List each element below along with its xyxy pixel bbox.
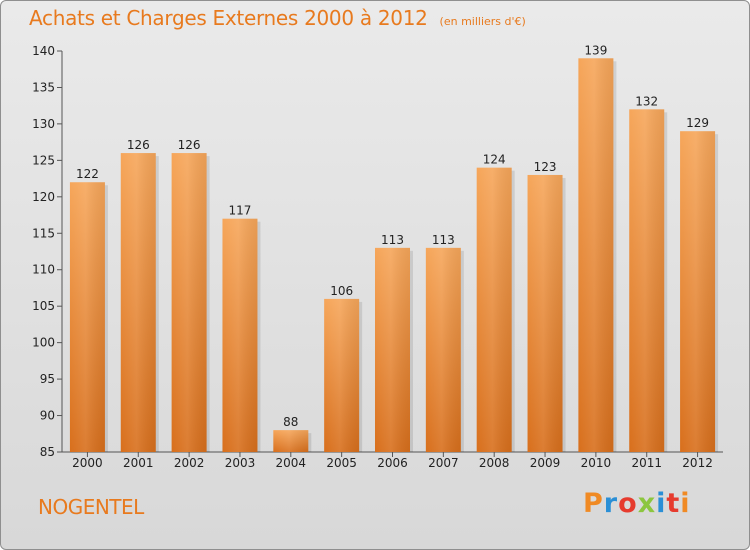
- data-label: 113: [432, 233, 455, 247]
- data-label: 106: [330, 284, 353, 298]
- chart-title: Achats et Charges Externes 2000 à 2012 (e…: [29, 6, 526, 30]
- logo-letter: P: [583, 488, 604, 519]
- axes: 85 90 95 100 105 110 115 120 125 130 135 140: [32, 44, 723, 459]
- x-tick-label: 2012: [682, 456, 713, 470]
- x-tick-label: 2000: [72, 456, 103, 470]
- bars: [69, 58, 719, 453]
- y-tick-label: 85: [40, 445, 55, 459]
- bar-shine: [476, 167, 512, 452]
- data-label: 117: [229, 204, 252, 218]
- proxiti-logo[interactable]: Proxiti: [583, 488, 691, 519]
- bar-shine: [120, 153, 156, 452]
- data-label: 124: [483, 153, 506, 167]
- bar-shine: [629, 109, 665, 452]
- x-tick-label: 2007: [428, 456, 459, 470]
- x-tick-label: 2010: [581, 456, 612, 470]
- bar-shine: [578, 58, 614, 453]
- chart-unit-text: (en milliers d'€): [439, 15, 526, 28]
- data-label: 129: [686, 116, 709, 130]
- data-label: 113: [381, 233, 404, 247]
- x-tick-label: 2001: [123, 456, 154, 470]
- y-tick-label: 110: [32, 263, 55, 277]
- bar-shine: [324, 298, 360, 452]
- data-label: 123: [534, 160, 557, 174]
- x-tick-label: 2005: [326, 456, 357, 470]
- bar-shine: [69, 182, 105, 452]
- labels: 2000 122 2001 126 2002 126 2003 117 2004 88 2005 10…: [72, 43, 713, 470]
- y-tick-label: 115: [32, 226, 55, 240]
- logo-letter: x: [637, 488, 657, 519]
- y-tick-label: 140: [32, 44, 55, 58]
- data-label: 126: [178, 138, 201, 152]
- x-tick-label: 2009: [530, 456, 561, 470]
- x-tick-label: 2006: [377, 456, 408, 470]
- bar-shine: [222, 218, 258, 452]
- bar-shine: [375, 247, 410, 452]
- y-tick-label: 90: [40, 409, 55, 423]
- bar-shine: [273, 430, 309, 452]
- logo-letter: r: [603, 488, 619, 519]
- y-tick-label: 135: [32, 80, 55, 94]
- commune-name: NOGENTEL: [38, 495, 144, 519]
- x-tick-label: 2008: [479, 456, 510, 470]
- x-tick-label: 2011: [631, 456, 662, 470]
- y-tick-label: 130: [32, 117, 55, 131]
- y-tick-label: 125: [32, 153, 55, 167]
- data-label: 139: [584, 43, 607, 57]
- data-label: 126: [127, 138, 150, 152]
- y-tick-label: 105: [32, 299, 55, 313]
- y-tick-label: 100: [32, 336, 55, 350]
- bar-shine: [171, 153, 207, 452]
- logo-letter: i: [680, 488, 691, 519]
- y-tick-label: 95: [40, 372, 55, 386]
- x-tick-label: 2003: [225, 456, 256, 470]
- logo-letter: i: [656, 488, 667, 519]
- logo-letter: o: [618, 488, 638, 519]
- data-label: 122: [76, 167, 99, 181]
- logo-letter: t: [666, 488, 681, 519]
- bar-shine: [527, 174, 563, 453]
- data-label: 88: [283, 415, 298, 429]
- y-tick-label: 120: [32, 190, 55, 204]
- data-label: 132: [635, 94, 658, 108]
- bar-shine: [425, 247, 461, 452]
- bar-shine: [680, 131, 716, 452]
- chart-title-text: Achats et Charges Externes 2000 à 2012: [29, 6, 428, 30]
- x-tick-label: 2004: [276, 456, 307, 470]
- x-tick-label: 2002: [174, 456, 205, 470]
